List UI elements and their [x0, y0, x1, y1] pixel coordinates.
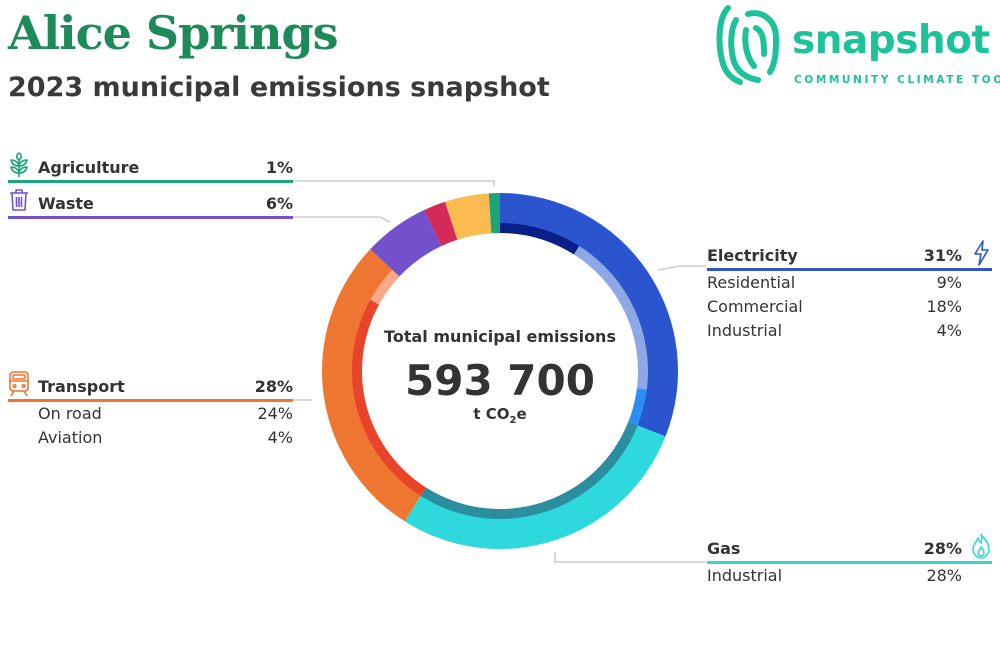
- subsector-name: Commercial: [707, 297, 803, 316]
- subsector-name: Industrial: [707, 321, 783, 340]
- inner-ring: [352, 223, 648, 519]
- flame-icon: [972, 533, 990, 559]
- connector-gas: [554, 552, 706, 563]
- segment-unlabeled-4: [424, 201, 455, 238]
- subsector-row: Industrial 4%: [707, 321, 992, 343]
- logo-wordmark: snapshot: [792, 18, 990, 63]
- category-percent: 1%: [265, 158, 293, 177]
- category-agriculture: Agriculture 1%: [8, 152, 293, 183]
- trash-bin-icon: [10, 189, 28, 211]
- category-rule: [707, 268, 992, 271]
- segment-unlabeled-4-inner: [436, 230, 458, 247]
- category-percent: 6%: [265, 194, 293, 213]
- segment-agriculture: [488, 192, 500, 225]
- plant-icon: [10, 152, 28, 177]
- outer-ring: [321, 192, 679, 550]
- subsector-row: Aviation 4%: [8, 428, 293, 450]
- snapshot-logo: snapshot COMMUNITY CLIMATE TOOL: [712, 0, 1000, 92]
- connector-electricity: [657, 265, 706, 271]
- page-subtitle: 2023 municipal emissions snapshot: [8, 72, 550, 103]
- subsector-percent: 28%: [926, 566, 962, 585]
- subsector-percent: 24%: [257, 404, 293, 423]
- train-icon: [9, 371, 29, 397]
- category-electricity: Electricity 31% Residential 9% Commercia…: [707, 240, 992, 343]
- lightning-bolt-icon: [974, 240, 989, 266]
- category-rule: [8, 180, 293, 183]
- subsegment-electricity-residential: [500, 223, 580, 255]
- segment-waste-inner: [392, 237, 442, 277]
- connector-lines: [293, 180, 706, 563]
- category-name: Agriculture: [38, 158, 140, 177]
- category-name: Waste: [38, 194, 94, 213]
- category-percent: 31%: [923, 246, 962, 265]
- subsegment-electricity-industrial: [628, 388, 647, 426]
- connector-waste: [293, 216, 391, 223]
- category-rule: [707, 561, 992, 564]
- subsector-row: On road 24%: [8, 404, 293, 426]
- subsector-row: Residential 9%: [707, 273, 992, 295]
- category-transport: Transport 28% On road 24% Aviation 4%: [8, 371, 293, 450]
- subsector-name: On road: [38, 404, 102, 423]
- subsector-name: Industrial: [707, 566, 783, 585]
- segment-waste: [370, 209, 438, 271]
- subsegment-transport-aviation: [370, 269, 400, 305]
- fingerprint-logo-icon: [716, 5, 780, 85]
- page-title: Alice Springs: [8, 6, 339, 60]
- subsegment-electricity-commercial: [573, 246, 648, 390]
- category-rule: [8, 399, 293, 402]
- category-percent: 28%: [254, 377, 293, 396]
- segment-agriculture-inner: [490, 223, 500, 234]
- segment-transport: [321, 249, 422, 522]
- segment-gas: [404, 425, 666, 550]
- category-rule: [8, 216, 293, 219]
- logo-tagline: COMMUNITY CLIMATE TOOL: [794, 74, 1000, 86]
- segment-electricity: [500, 193, 679, 437]
- connector-agriculture: [293, 180, 495, 186]
- total-emissions-label: Total municipal emissions: [384, 327, 616, 346]
- category-waste: Waste 6%: [8, 189, 293, 219]
- subsector-name: Residential: [707, 273, 796, 292]
- subsector-percent: 9%: [936, 273, 962, 292]
- subsector-row: Commercial 18%: [707, 297, 992, 319]
- subsector-row: Industrial 28%: [707, 566, 992, 588]
- subsector-percent: 18%: [926, 297, 962, 316]
- category-percent: 28%: [923, 539, 962, 558]
- category-name: Electricity: [707, 246, 798, 265]
- total-emissions-unit: t CO2e: [473, 405, 527, 426]
- segment-unlabeled-5-inner: [454, 223, 492, 240]
- category-name: Transport: [38, 377, 125, 396]
- subsector-percent: 4%: [936, 321, 962, 340]
- subsector-percent: 4%: [267, 428, 293, 447]
- category-name: Gas: [707, 539, 741, 558]
- total-emissions-value: 593 700: [405, 356, 595, 405]
- subsector-name: Aviation: [38, 428, 103, 447]
- segment-unlabeled-5: [444, 193, 491, 232]
- category-gas: Gas 28% Industrial 28%: [707, 533, 992, 588]
- subsegment-transport-on-road: [352, 299, 427, 496]
